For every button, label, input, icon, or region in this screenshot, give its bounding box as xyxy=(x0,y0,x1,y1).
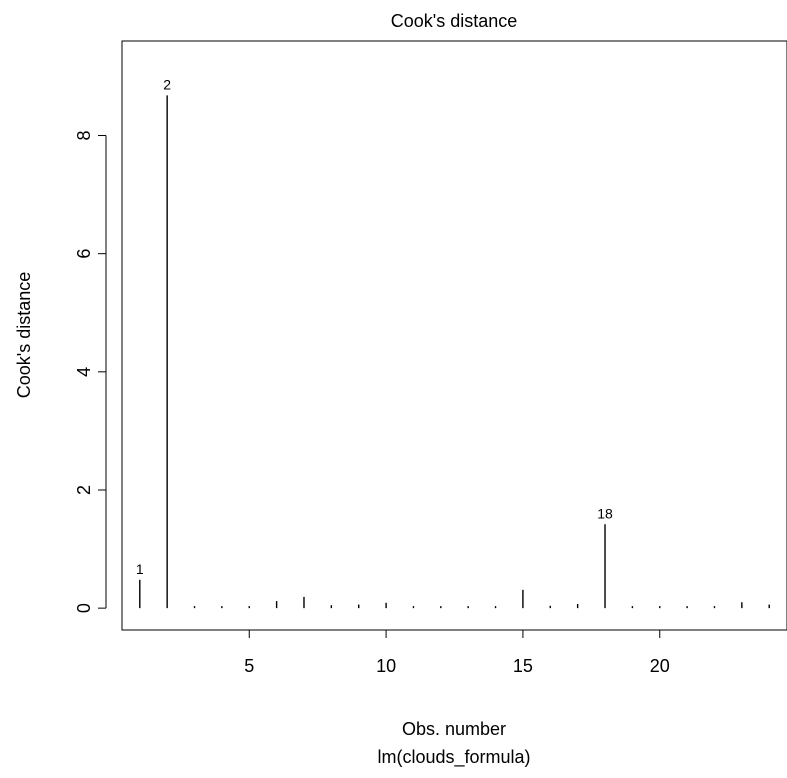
x-tick-label: 5 xyxy=(244,656,254,676)
y-tick-label: 2 xyxy=(74,485,94,495)
x-tick-label: 10 xyxy=(376,656,396,676)
x-tick-label: 20 xyxy=(650,656,670,676)
y-tick-label: 4 xyxy=(74,367,94,377)
y-axis: 0 2 4 6 8 xyxy=(74,131,107,613)
y-tick-label: 8 xyxy=(74,131,94,141)
y-axis-label: Cook's distance xyxy=(14,272,34,399)
bars-group xyxy=(139,95,770,609)
point-labels-group: 1 2 18 xyxy=(136,76,613,576)
x-tick-label: 15 xyxy=(513,656,533,676)
chart-title: Cook's distance xyxy=(391,11,518,31)
y-tick-label: 6 xyxy=(74,249,94,259)
point-label-obs-2: 2 xyxy=(163,76,171,92)
point-label-obs-18: 18 xyxy=(597,505,613,521)
x-axis-label: Obs. number xyxy=(402,719,506,739)
y-tick-label: 0 xyxy=(74,603,94,613)
model-subtitle: lm(clouds_formula) xyxy=(377,747,530,768)
point-label-obs-1: 1 xyxy=(136,561,144,577)
plot-area-border xyxy=(121,40,787,631)
x-axis: 5 10 15 20 xyxy=(244,629,670,676)
